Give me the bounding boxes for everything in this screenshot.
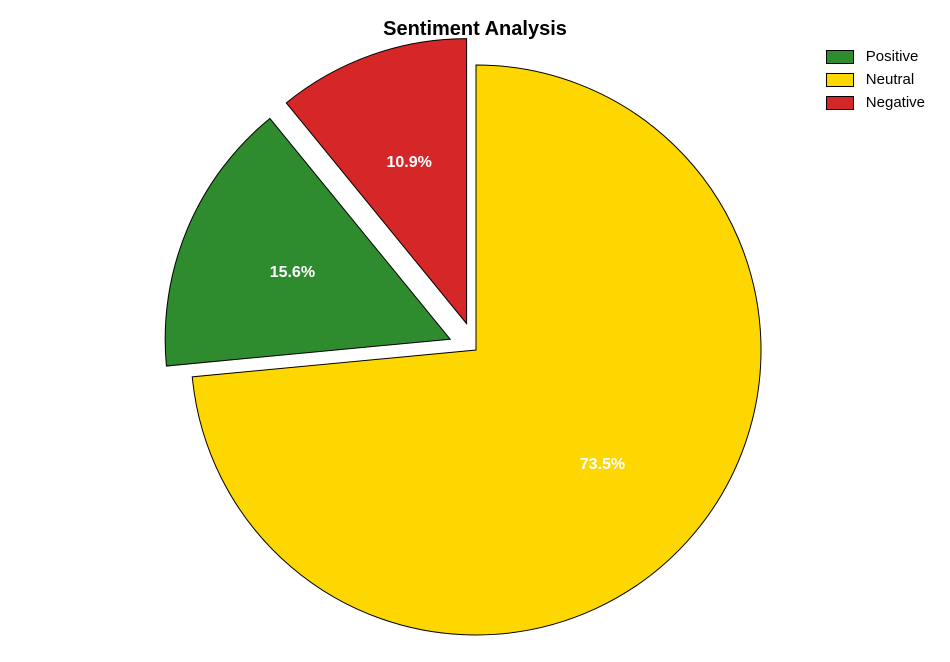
slice-label-negative: 10.9% bbox=[386, 154, 431, 172]
legend-swatch bbox=[826, 96, 854, 110]
legend: Positive Neutral Negative bbox=[826, 48, 925, 117]
legend-label: Positive bbox=[866, 48, 919, 65]
legend-swatch bbox=[826, 73, 854, 87]
slice-label-neutral: 73.5% bbox=[580, 456, 625, 474]
legend-label: Neutral bbox=[866, 71, 914, 88]
pie-chart bbox=[0, 0, 950, 662]
legend-item-negative: Negative bbox=[826, 94, 925, 111]
legend-item-neutral: Neutral bbox=[826, 71, 925, 88]
legend-item-positive: Positive bbox=[826, 48, 925, 65]
legend-swatch bbox=[826, 50, 854, 64]
slice-label-positive: 15.6% bbox=[270, 264, 315, 282]
legend-label: Negative bbox=[866, 94, 925, 111]
